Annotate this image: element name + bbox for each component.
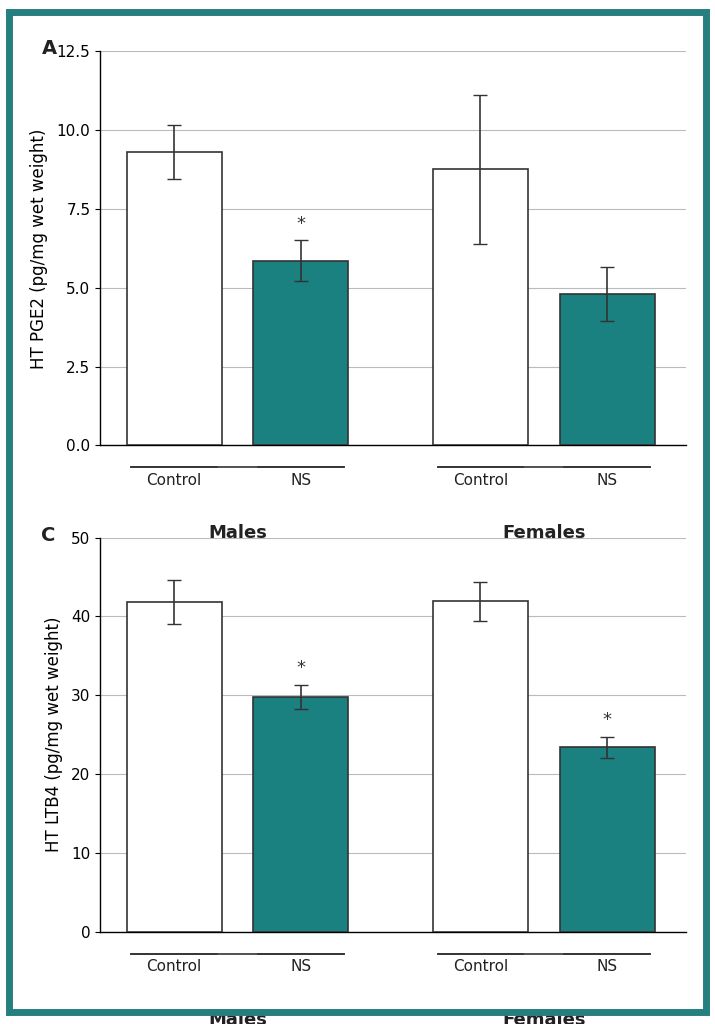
Bar <box>253 697 348 932</box>
Bar <box>433 169 528 445</box>
Y-axis label: HT LTB4 (pg/mg wet weight): HT LTB4 (pg/mg wet weight) <box>44 617 63 852</box>
Bar <box>560 294 655 445</box>
Text: A: A <box>41 39 56 58</box>
Text: Control: Control <box>147 959 202 975</box>
Bar <box>433 601 528 932</box>
Text: C: C <box>41 525 56 545</box>
Bar <box>560 748 655 932</box>
Text: Control: Control <box>147 473 202 488</box>
Text: Males: Males <box>208 524 267 543</box>
Text: *: * <box>603 712 611 729</box>
Text: *: * <box>296 659 305 677</box>
Text: Females: Females <box>502 524 586 543</box>
Text: Males: Males <box>208 1011 267 1024</box>
Bar <box>253 261 348 445</box>
Text: Control: Control <box>453 473 508 488</box>
Text: NS: NS <box>290 959 311 975</box>
Text: NS: NS <box>596 959 618 975</box>
Text: NS: NS <box>596 473 618 488</box>
Text: Females: Females <box>502 1011 586 1024</box>
Text: NS: NS <box>290 473 311 488</box>
Y-axis label: HT PGE2 (pg/mg wet weight): HT PGE2 (pg/mg wet weight) <box>30 128 49 369</box>
Bar <box>127 602 222 932</box>
Bar <box>127 153 222 445</box>
Text: *: * <box>296 215 305 232</box>
Text: Control: Control <box>453 959 508 975</box>
